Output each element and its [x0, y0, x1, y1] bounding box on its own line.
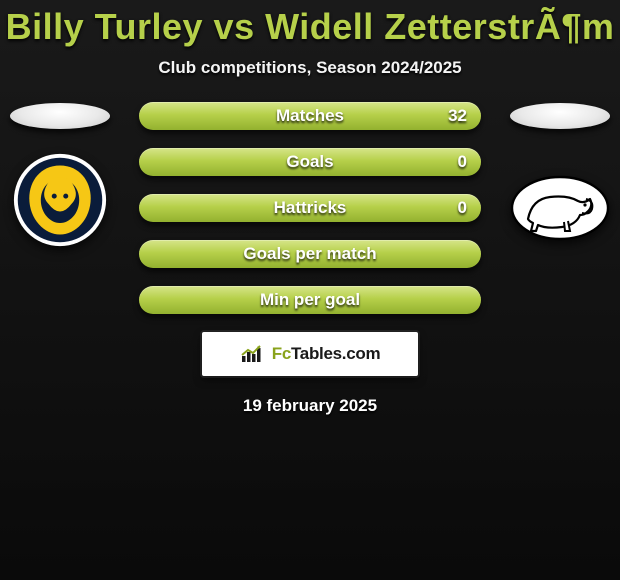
stats-stage: Matches 32 Goals 0 Hattricks 0 Goals per…	[0, 102, 620, 416]
stat-bar	[139, 102, 481, 130]
stat-row: Goals per match	[139, 240, 481, 268]
stat-row: Min per goal	[139, 286, 481, 314]
site-logo-suffix: Tables.com	[291, 344, 380, 363]
stat-value-right: 0	[458, 148, 467, 176]
derby-county-icon	[510, 175, 610, 241]
stat-row: Hattricks 0	[139, 194, 481, 222]
site-logo-prefix: Fc	[272, 344, 291, 363]
oxford-united-icon	[12, 152, 108, 248]
stat-bar	[139, 148, 481, 176]
stat-bar	[139, 286, 481, 314]
club-crest-right	[510, 158, 610, 258]
player-right-slot	[510, 102, 610, 130]
stat-value-right: 32	[448, 102, 467, 130]
stat-row: Goals 0	[139, 148, 481, 176]
date-text: 19 february 2025	[0, 396, 620, 416]
site-logo[interactable]: FcTables.com	[202, 332, 418, 376]
stat-row: Matches 32	[139, 102, 481, 130]
bar-chart-icon	[240, 344, 264, 364]
site-logo-text: FcTables.com	[272, 344, 381, 364]
player-right-placeholder	[510, 103, 610, 129]
club-crest-left	[10, 150, 110, 250]
comparison-card: Billy Turley vs Widell ZetterstrÃ¶m Club…	[0, 0, 620, 580]
stat-bar	[139, 194, 481, 222]
stat-bars: Matches 32 Goals 0 Hattricks 0 Goals per…	[139, 102, 481, 314]
player-left-slot	[10, 102, 110, 130]
subtitle: Club competitions, Season 2024/2025	[0, 58, 620, 78]
page-title: Billy Turley vs Widell ZetterstrÃ¶m	[0, 0, 620, 48]
stat-value-right: 0	[458, 194, 467, 222]
stat-bar	[139, 240, 481, 268]
player-left-placeholder	[10, 103, 110, 129]
